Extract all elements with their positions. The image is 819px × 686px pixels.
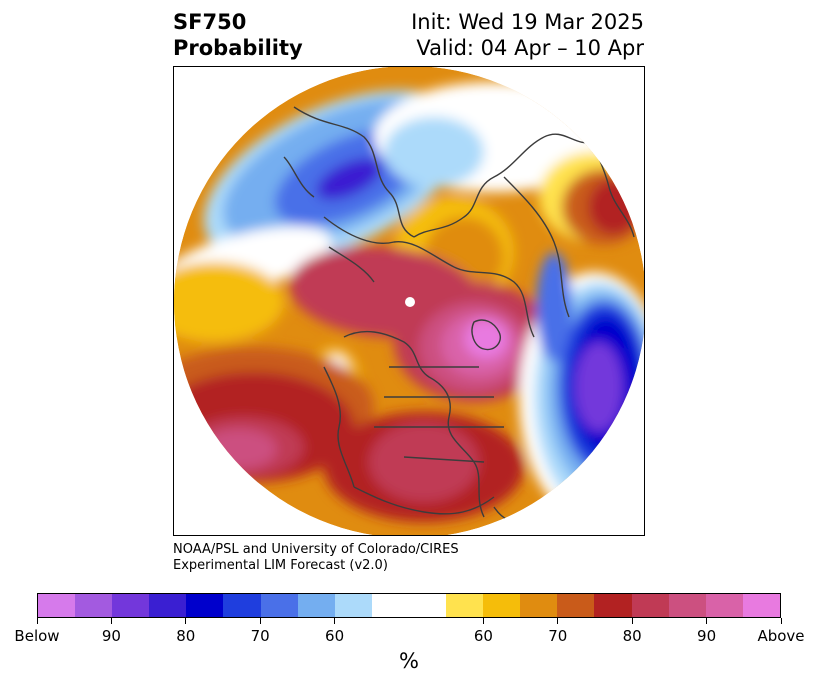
- colorbar-tick-label: 80: [176, 627, 196, 645]
- colorbar-swatch: [186, 594, 224, 617]
- credit-line-2: Experimental LIM Forecast (v2.0): [173, 558, 388, 573]
- colorbar-swatch: [446, 594, 484, 617]
- init-date: Init: Wed 19 Mar 2025: [411, 10, 644, 34]
- title-variable: SF750: [173, 10, 247, 34]
- colorbar-tick: [185, 618, 187, 624]
- pole-marker: [405, 297, 415, 307]
- colorbar-swatch: [38, 594, 76, 617]
- chart-title: SF750 Probability: [173, 9, 303, 61]
- colorbar-tick-label: 60: [325, 627, 345, 645]
- colorbar-swatch: [371, 594, 409, 617]
- colorbar-tick-label: 70: [548, 627, 568, 645]
- title-subtitle: Probability: [173, 36, 303, 60]
- colorbar-swatch: [668, 594, 706, 617]
- colorbar-tick: [706, 618, 708, 624]
- colorbar-tick-label: Above: [757, 627, 805, 645]
- colorbar-swatch: [260, 594, 298, 617]
- probability-field: [174, 67, 644, 535]
- colorbar-tick-label: Below: [14, 627, 60, 645]
- colorbar-tick-label: 70: [250, 627, 270, 645]
- colorbar-tick-label: 90: [101, 627, 121, 645]
- colorbar-swatch: [483, 594, 521, 617]
- colorbar-tick: [780, 618, 782, 624]
- colorbar-swatch: [297, 594, 335, 617]
- colorbar-swatch: [742, 594, 780, 617]
- colorbar-tick: [110, 618, 112, 624]
- colorbar: [37, 593, 781, 618]
- colorbar-tick-label: 90: [697, 627, 717, 645]
- colorbar-tick: [334, 618, 336, 624]
- colorbar-tick: [631, 618, 633, 624]
- colorbar-swatch: [334, 594, 372, 617]
- colorbar-tick-label: 60: [473, 627, 493, 645]
- valid-date: Valid: 04 Apr – 10 Apr: [416, 36, 644, 60]
- colorbar-swatch: [408, 594, 447, 617]
- colorbar-tick: [557, 618, 559, 624]
- colorbar-swatch: [594, 594, 632, 617]
- credit-line-1: NOAA/PSL and University of Colorado/CIRE…: [173, 542, 459, 557]
- colorbar-swatch: [75, 594, 113, 617]
- colorbar-tick: [36, 618, 38, 624]
- forecast-dates: Init: Wed 19 Mar 2025 Valid: 04 Apr – 10…: [411, 9, 644, 61]
- polar-map: [173, 66, 645, 536]
- colorbar-swatch: [557, 594, 595, 617]
- colorbar-tick: [482, 618, 484, 624]
- colorbar-unit-label: %: [399, 649, 419, 673]
- colorbar-swatch: [112, 594, 150, 617]
- colorbar-swatch: [520, 594, 558, 617]
- colorbar-swatch: [705, 594, 743, 617]
- colorbar-swatch: [223, 594, 261, 617]
- colorbar-swatch: [631, 594, 669, 617]
- credit-text: NOAA/PSL and University of Colorado/CIRE…: [173, 542, 459, 574]
- colorbar-tick-label: 80: [622, 627, 642, 645]
- colorbar-swatch: [149, 594, 187, 617]
- colorbar-tick: [259, 618, 261, 624]
- probability-map-svg: [174, 67, 644, 535]
